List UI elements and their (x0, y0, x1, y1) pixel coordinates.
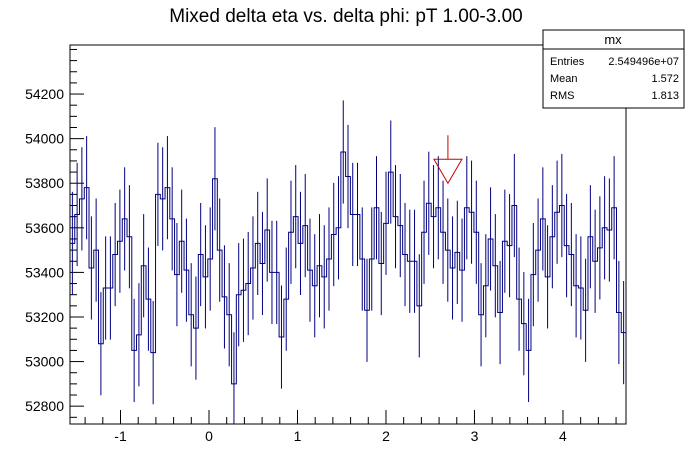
stats-rms-label: RMS (550, 90, 574, 102)
x-axis: -1 0 1 2 3 4 (84, 410, 617, 444)
x-tick-label: 1 (294, 428, 302, 444)
stats-box[interactable]: mx Entries 2.549496e+07 Mean 1.572 RMS 1… (542, 29, 685, 109)
y-tick-label: 53400 (25, 264, 64, 280)
y-tick-label: 52800 (25, 398, 64, 414)
stats-box-title: mx (604, 32, 622, 47)
y-tick-label: 53600 (25, 220, 64, 236)
stats-box-frame (542, 29, 685, 109)
x-tick-label: 3 (471, 428, 479, 444)
x-tick-label: 0 (205, 428, 213, 444)
y-tick-label: 54200 (25, 86, 64, 102)
x-tick-label: -1 (114, 428, 127, 444)
plot-frame (69, 44, 627, 425)
y-tick-label: 53000 (25, 354, 64, 370)
x-tick-label: 4 (559, 428, 567, 444)
histogram-series (70, 100, 626, 424)
marker-triangle (433, 158, 463, 185)
peak-marker (433, 135, 463, 185)
stats-mean-value: 1.572 (651, 73, 679, 85)
stats-mean-label: Mean (550, 73, 578, 85)
stats-entries-value: 2.549496e+07 (608, 56, 679, 68)
stats-entries-label: Entries (550, 56, 585, 68)
y-tick-label: 53800 (25, 175, 64, 191)
stats-rms-value: 1.813 (651, 90, 679, 102)
chart-title: Mixed delta eta vs. delta phi: pT 1.00-3… (169, 6, 522, 27)
y-tick-label: 54000 (25, 131, 64, 147)
y-tick-label: 53200 (25, 309, 64, 325)
x-tick-label: 2 (382, 428, 390, 444)
